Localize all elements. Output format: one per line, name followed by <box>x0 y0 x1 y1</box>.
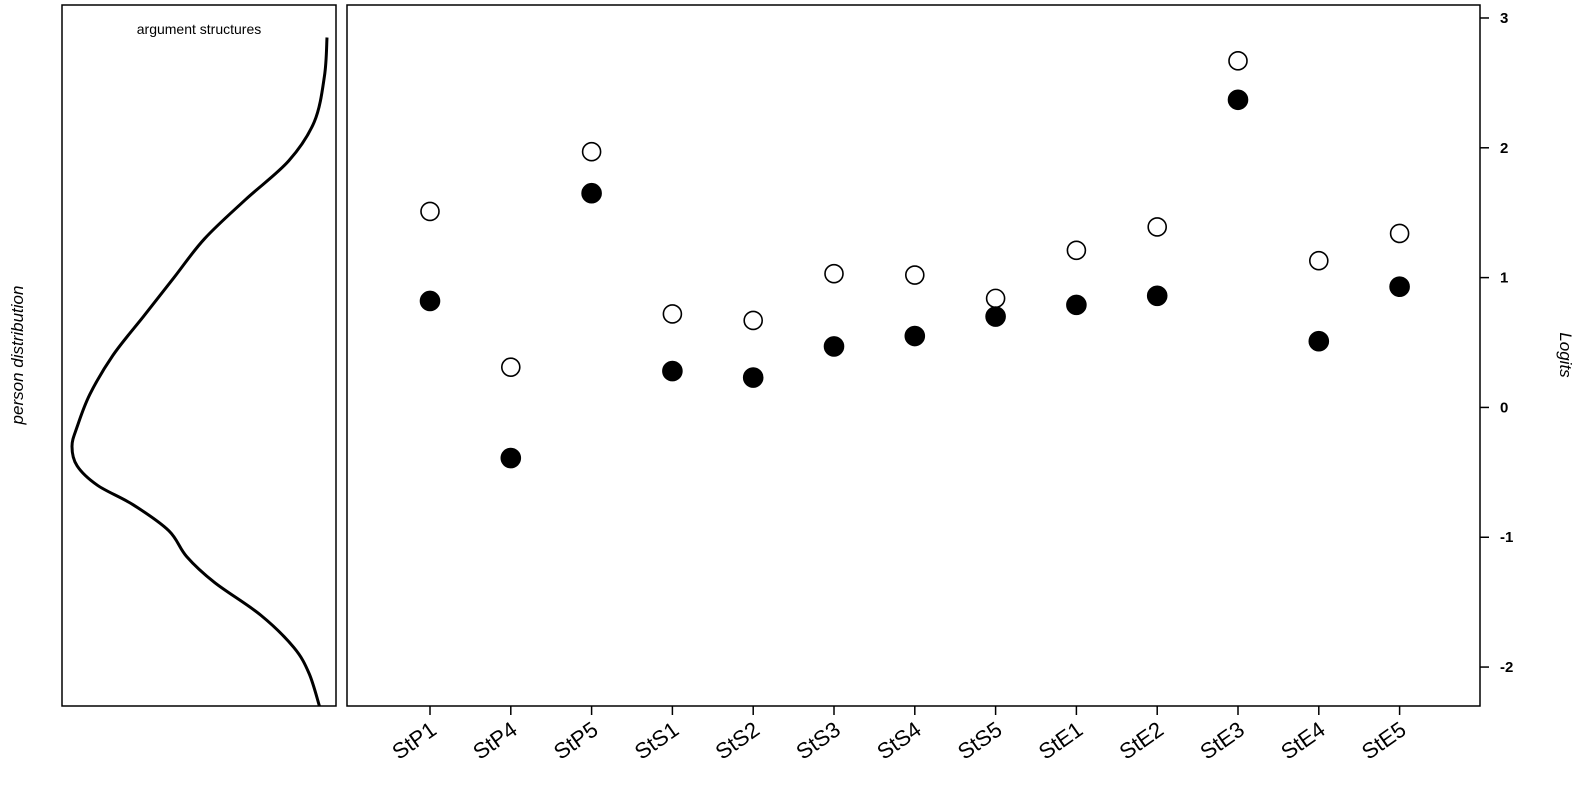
filled-point <box>419 290 441 312</box>
open-point <box>420 201 440 222</box>
x-tick-label: StE3 <box>1195 717 1248 765</box>
y-tick-label: -1 <box>1500 529 1513 546</box>
density-axis-title: person distribution <box>8 286 27 426</box>
filled-point <box>1066 294 1087 316</box>
x-tick-label: StE1 <box>1034 717 1087 765</box>
density-panel-title: argument structures <box>137 21 262 37</box>
open-point <box>1147 217 1167 237</box>
x-tick-label: StE2 <box>1115 717 1168 765</box>
filled-point <box>985 306 1006 327</box>
filled-point <box>1146 285 1168 307</box>
x-tick-label: StP1 <box>387 717 440 765</box>
open-point <box>824 263 844 284</box>
item-panel-frame <box>346 4 1481 707</box>
y-tick-label: -2 <box>1500 659 1513 676</box>
open-point <box>1066 240 1087 261</box>
open-point <box>500 357 521 377</box>
filled-point <box>1227 89 1249 111</box>
y-axis: 3 2 1 0 -1 -2 <box>1480 10 1513 676</box>
x-tick-label: StS1 <box>630 717 683 765</box>
filled-point <box>742 367 764 388</box>
x-tick-label: StS3 <box>791 717 844 765</box>
filled-point <box>904 325 926 347</box>
open-point <box>743 310 764 331</box>
x-tick-label: StS5 <box>953 717 1006 765</box>
x-tick-label: StP5 <box>549 717 602 765</box>
filled-point <box>662 360 683 382</box>
y-axis-title: Logits <box>1556 332 1575 378</box>
filled-point <box>581 182 602 204</box>
y-tick-label: 1 <box>1500 270 1508 287</box>
open-point <box>1309 250 1329 271</box>
x-tick-label: StE5 <box>1357 717 1410 765</box>
x-tick-label: StE4 <box>1276 717 1329 765</box>
open-point <box>904 265 925 285</box>
density-curve <box>70 37 329 707</box>
open-point <box>1389 223 1410 244</box>
y-tick-label: 0 <box>1500 399 1508 416</box>
item-panel: 3 2 1 0 -1 -2 Logits StP1 StP4 StP5 StS1 StS2 StS3… <box>346 4 1575 764</box>
open-point <box>581 141 602 162</box>
y-tick-label: 2 <box>1500 140 1508 157</box>
x-axis: StP1 StP4 StP5 StS1 StS2 StS3 StS4 StS5 StE1 StE2… <box>387 706 1410 764</box>
density-panel-frame <box>61 4 337 707</box>
filled-point <box>500 447 522 469</box>
x-tick-label: StP4 <box>468 717 521 765</box>
open-point <box>1228 51 1248 71</box>
open-point <box>985 288 1006 309</box>
y-tick-label: 3 <box>1500 10 1508 27</box>
density-panel: argument structures person distribution <box>8 4 337 707</box>
x-tick-label: StS4 <box>872 717 925 765</box>
data-points <box>419 51 1410 469</box>
filled-point <box>1389 276 1410 297</box>
filled-point <box>823 336 845 357</box>
open-point <box>662 304 683 324</box>
filled-point <box>1308 330 1330 352</box>
x-tick-label: StS2 <box>711 717 764 765</box>
